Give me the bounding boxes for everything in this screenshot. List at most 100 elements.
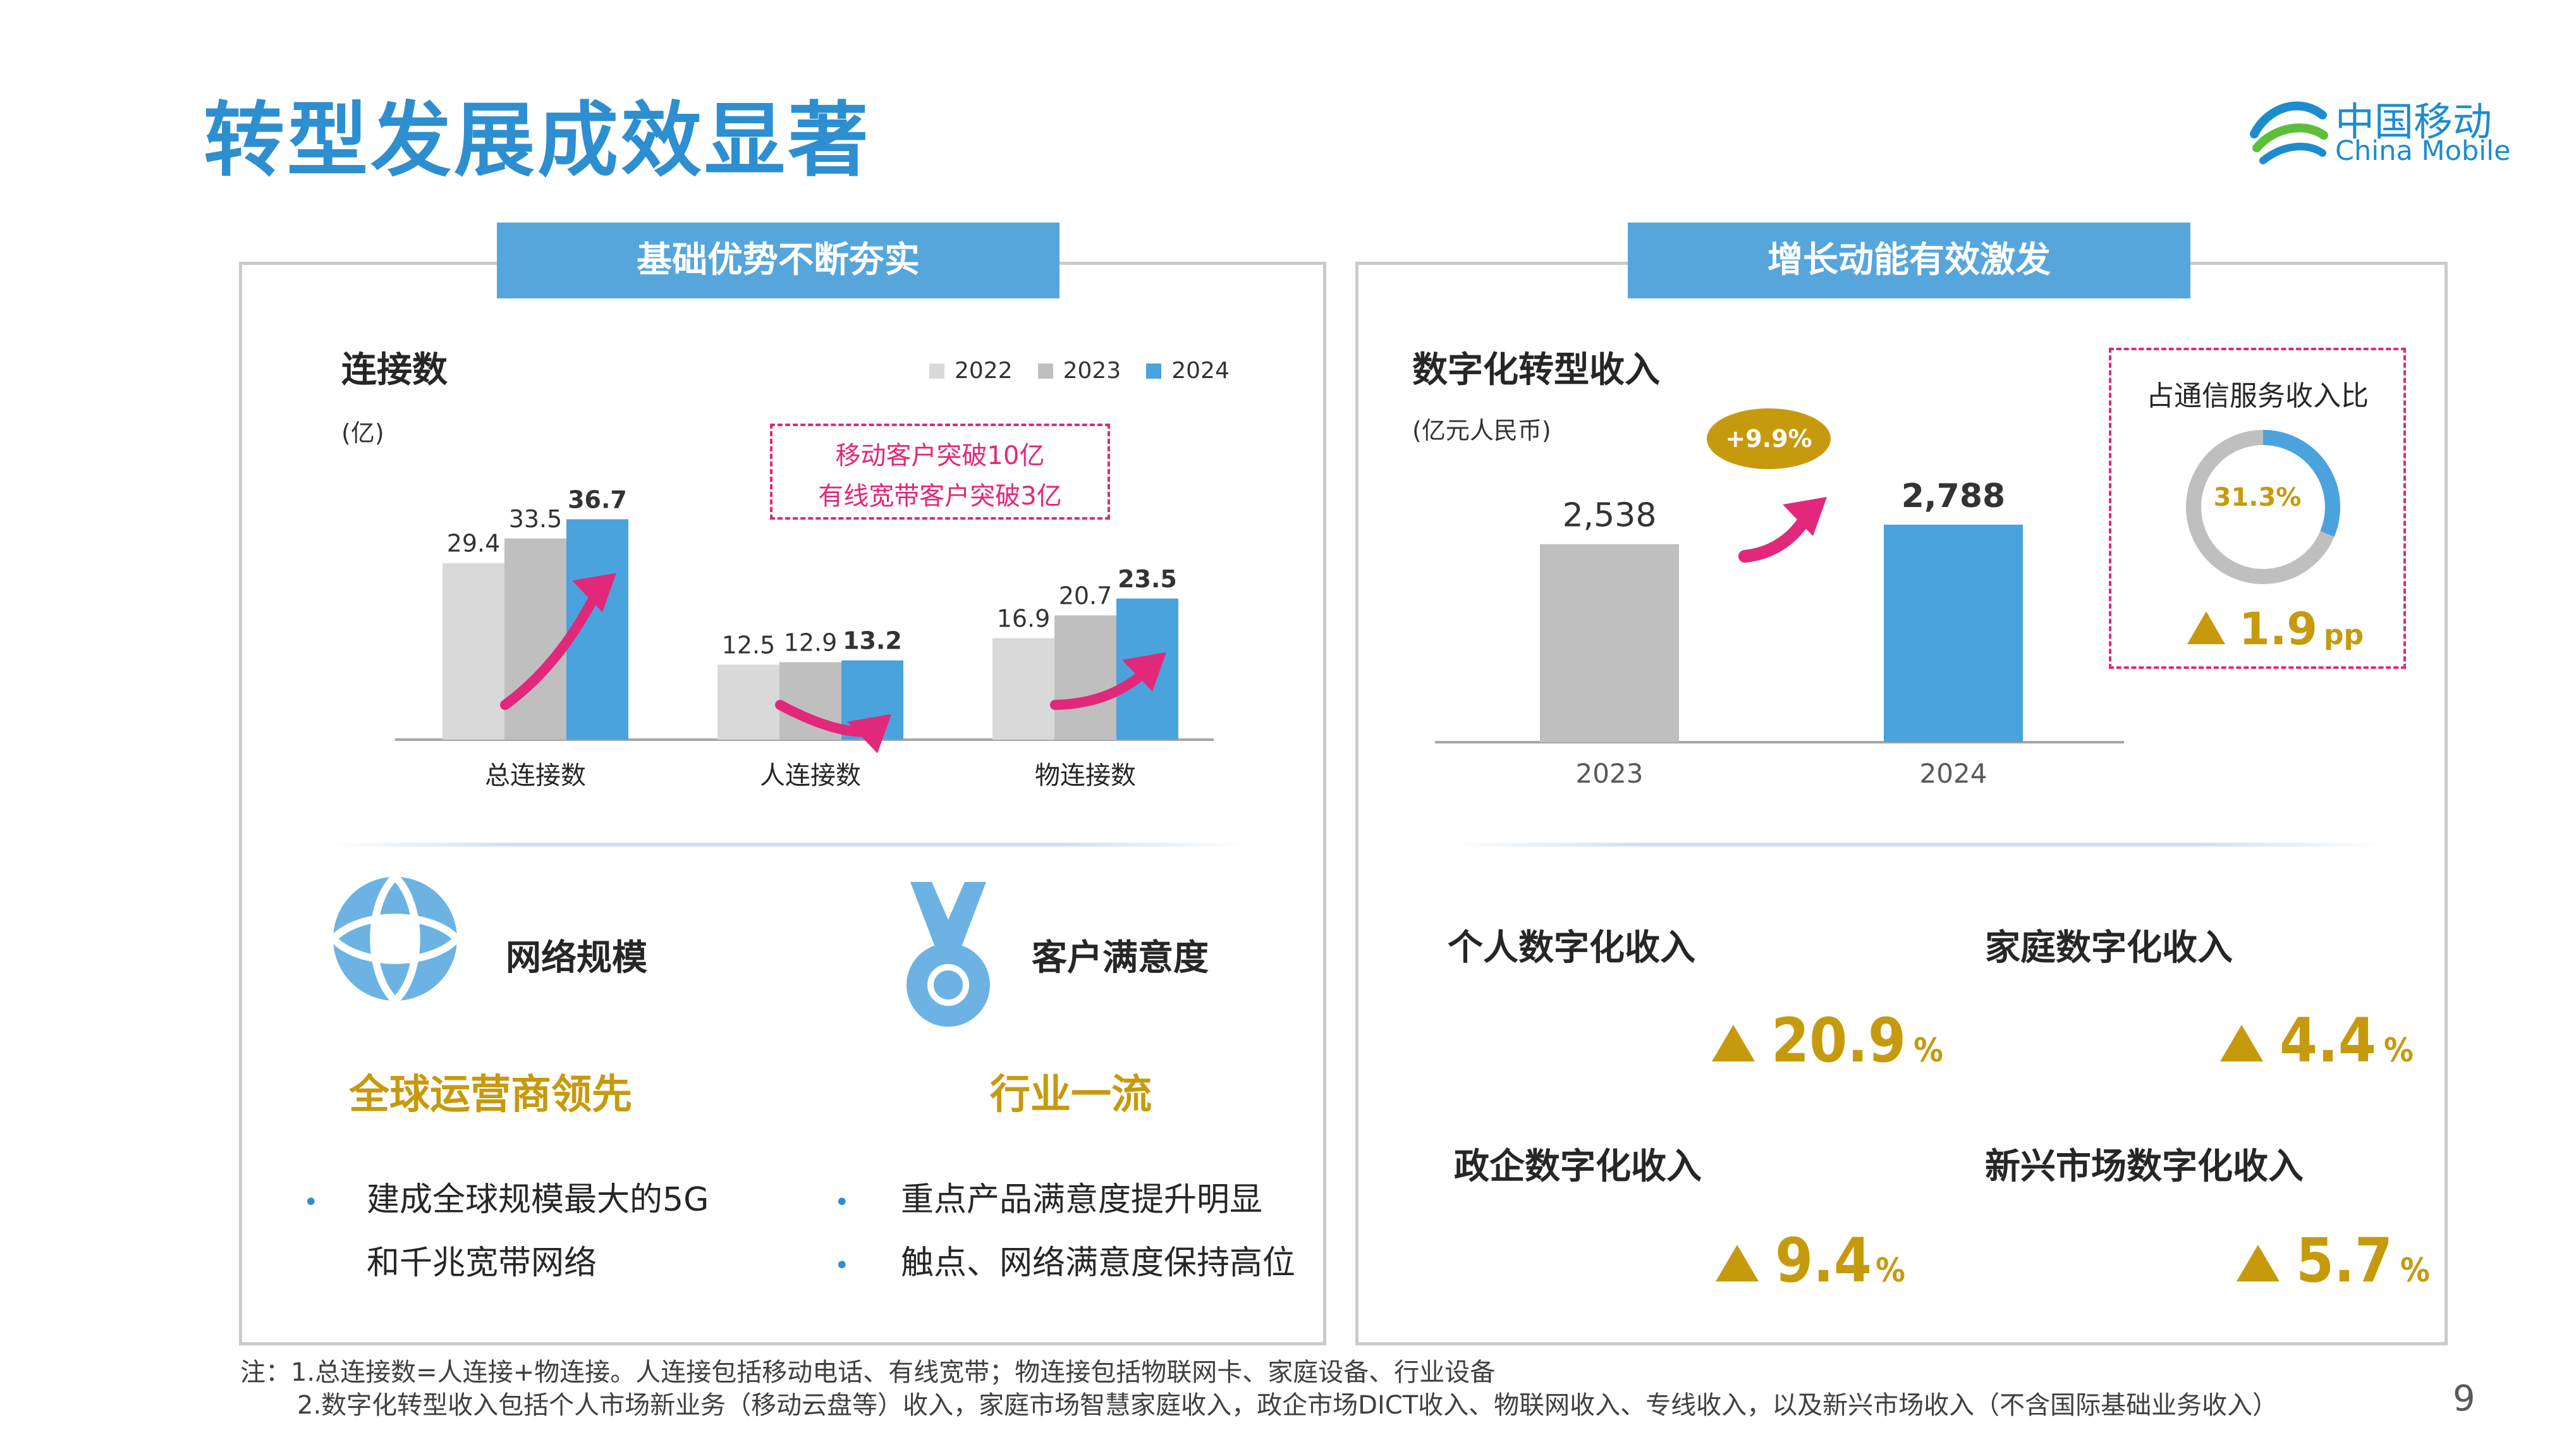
list-item: • 触点、网络满意度保持高位 [834, 1244, 1296, 1282]
category-label-0: 总连接数 [485, 761, 586, 790]
metric-label-emerging: 新兴市场数字化收入 [1985, 1146, 2304, 1187]
footnote-1: 注：1.总连接数=人连接+物连接。人连接包括移动电话、有线宽带；物连接包括物联网… [240, 1358, 1496, 1387]
data-label-2022-0: 29.4 [447, 530, 501, 558]
satisfaction-bullet-1: 重点产品满意度提升明显 [901, 1181, 1263, 1219]
metric-unit-enterprise: % [1876, 1252, 1905, 1290]
legend-label-2022: 2022 [955, 358, 1013, 384]
legend-label-2023: 2023 [1063, 358, 1121, 384]
logo-en-text: China Mobile [2335, 135, 2511, 167]
connections-chart-title: 连接数 [341, 350, 448, 391]
ratio-box: 占通信服务收入比 31.3% 1.9 pp [2109, 348, 2406, 669]
bar-2023-0 [504, 538, 566, 740]
right-panel-tab: 增长动能有效激发 [1628, 223, 2190, 298]
growth-badge: +9.9% [1707, 408, 1831, 469]
data-label-2023-0: 33.5 [509, 505, 563, 533]
metric-unit-personal: % [1914, 1032, 1943, 1070]
bar-2022-2 [992, 638, 1054, 740]
ratio-change-value: 1.9 [2239, 603, 2318, 655]
data-label-2024-2: 23.5 [1118, 565, 1177, 593]
data-label-2022-1: 12.5 [722, 631, 776, 659]
legend-item-2022: 2022 [929, 358, 1013, 384]
globe-icon [330, 874, 460, 1004]
network-bullet-2: 和千兆宽带网络 [367, 1244, 597, 1282]
connections-callout: 移动客户突破10亿 有线宽带客户突破3亿 [770, 424, 1110, 520]
metric-label-enterprise: 政企数字化收入 [1454, 1146, 1702, 1187]
logo-cn-text: 中国移动 [2335, 99, 2493, 145]
revenue-bar-chart: 2,538 2023 2,788 2024 [1435, 477, 2124, 789]
ratio-value: 31.3% [2213, 483, 2302, 512]
callout-line-mobile: 移动客户突破10亿 [835, 441, 1045, 470]
feature-label-satisfaction: 客户满意度 [1032, 938, 1209, 979]
revenue-unit: (亿元人民币) [1412, 417, 1551, 444]
metric-value-personal: 20.9 % [1712, 1005, 1943, 1076]
growth-arrow-icon [500, 573, 616, 710]
medal-icon [906, 882, 990, 1027]
growth-arrow-icon [1050, 652, 1166, 710]
growth-badge-text: +9.9% [1725, 425, 1812, 453]
feature-headline-satisfaction: 行业一流 [990, 1072, 1152, 1118]
ratio-donut-chart [2186, 430, 2340, 584]
revenue-label-2024: 2,788 [1901, 477, 2005, 515]
data-label-2022-2: 16.9 [997, 604, 1051, 632]
list-item: • 建成全球规模最大的5G [303, 1181, 709, 1219]
metric-value-enterprise: 9.4 % [1716, 1225, 1905, 1296]
list-item: 和千兆宽带网络 [303, 1233, 709, 1293]
footnote-2: 2.数字化转型收入包括个人市场新业务（移动云盘等）收入，家庭市场智慧家庭收入，政… [297, 1391, 2278, 1420]
revenue-bar-2023 [1540, 544, 1679, 742]
page-number: 9 [2453, 1378, 2475, 1419]
revenue-chart-title: 数字化转型收入 [1412, 350, 1660, 391]
donut-share-arc [2262, 430, 2340, 537]
network-bullet-1: 建成全球规模最大的5G [367, 1181, 709, 1219]
data-label-2024-0: 36.7 [568, 486, 627, 513]
revenue-label-2023: 2,538 [1563, 497, 1657, 535]
connections-bar-chart: 29.4 33.536.7 总连接数 12.5 12.9 13.2 人连接数 16.9 20.7… [395, 486, 1214, 790]
metric-value-emerging: 5.7 % [2237, 1225, 2430, 1296]
metric-number-enterprise: 9.4 [1775, 1225, 1872, 1296]
revenue-bar-2024 [1884, 524, 2023, 742]
connections-legend: 2022 2023 2024 [929, 358, 1230, 384]
left-divider [329, 843, 1245, 847]
revenue-category-2024: 2024 [1920, 758, 1987, 789]
feature-label-network: 网络规模 [506, 938, 647, 979]
metric-unit-home: % [2384, 1032, 2414, 1070]
callout-line-broadband: 有线宽带客户突破3亿 [818, 482, 1062, 511]
up-triangle-icon [1712, 1025, 1755, 1061]
data-label-2023-2: 20.7 [1059, 582, 1113, 609]
china-mobile-logo: 中国移动 China Mobile [2248, 87, 2513, 176]
growth-arrow-icon [775, 700, 891, 754]
left-panel-tab: 基础优势不断夯实 [497, 223, 1059, 298]
up-triangle-icon [2237, 1245, 2280, 1281]
up-triangle-icon [2187, 611, 2225, 644]
ratio-change-unit: pp [2324, 619, 2364, 651]
ratio-label: 占通信服务收入比 [2146, 380, 2369, 412]
logo-mark-icon [2250, 101, 2328, 164]
data-label-2023-1: 12.9 [784, 628, 838, 656]
legend-item-2024: 2024 [1146, 358, 1230, 384]
metric-number-home: 4.4 [2280, 1005, 2376, 1076]
page-title: 转型发展成效显著 [204, 94, 872, 188]
bar-2022-0 [443, 563, 504, 740]
network-bullet-list: • 建成全球规模最大的5G 和千兆宽带网络 [303, 1170, 709, 1293]
bar-2023-2 [1054, 615, 1116, 740]
metric-unit-emerging: % [2400, 1252, 2430, 1290]
metric-value-home: 4.4 % [2220, 1005, 2414, 1076]
metric-label-home: 家庭数字化收入 [1985, 927, 2233, 969]
growth-arrow-icon [1738, 497, 1827, 563]
metric-number-emerging: 5.7 [2296, 1225, 2393, 1296]
right-divider [1454, 843, 2383, 847]
metric-number-personal: 20.9 [1771, 1005, 1907, 1076]
satisfaction-bullet-2: 触点、网络满意度保持高位 [901, 1244, 1296, 1282]
satisfaction-bullet-list: • 重点产品满意度提升明显 • 触点、网络满意度保持高位 [834, 1170, 1295, 1296]
legend-label-2024: 2024 [1171, 358, 1230, 384]
category-label-2: 物连接数 [1035, 761, 1136, 790]
ratio-change: 1.9 pp [2187, 603, 2364, 655]
up-triangle-icon [1716, 1245, 1759, 1281]
up-triangle-icon [2220, 1025, 2263, 1061]
feature-headline-network: 全球运营商领先 [349, 1072, 632, 1118]
data-label-2024-1: 13.2 [843, 627, 902, 655]
bar-2022-1 [717, 664, 779, 740]
metric-label-personal: 个人数字化收入 [1448, 927, 1695, 969]
category-label-1: 人连接数 [760, 761, 861, 790]
connections-unit: (亿) [341, 419, 384, 447]
list-item: • 重点产品满意度提升明显 [834, 1181, 1263, 1219]
